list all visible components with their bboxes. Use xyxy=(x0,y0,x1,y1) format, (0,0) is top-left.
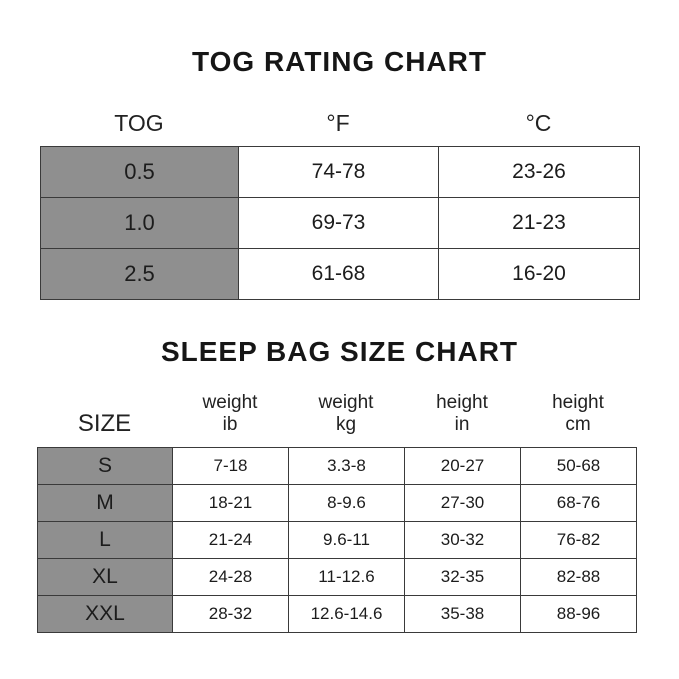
sleep-bag-size-table: S 7-18 3.3-8 20-27 50-68 M 18-21 8-9.6 2… xyxy=(37,447,637,633)
size-chart-title: SLEEP BAG SIZE CHART xyxy=(160,336,519,367)
height-in-cell: 20-27 xyxy=(404,447,521,485)
table-row: 0.5 74-78 23-26 xyxy=(40,146,640,198)
height-header-line2: in xyxy=(454,414,470,436)
size-column-header: SIZE xyxy=(37,411,172,436)
fahrenheit-range-cell: 74-78 xyxy=(238,146,439,198)
weight-kg-cell: 12.6-14.6 xyxy=(288,595,405,633)
height-cm-cell: 76-82 xyxy=(520,521,637,559)
weight-kg-cell: 3.3-8 xyxy=(288,447,405,485)
size-label-cell: XXL xyxy=(37,595,173,633)
height-in-cell: 32-35 xyxy=(404,558,521,596)
table-row: M 18-21 8-9.6 27-30 68-76 xyxy=(37,484,637,522)
height-in-cell: 27-30 xyxy=(404,484,521,522)
weight-kg-column-header: weight kg xyxy=(288,392,404,436)
celsius-column-header: °C xyxy=(525,109,552,136)
height-cm-cell: 82-88 xyxy=(520,558,637,596)
weight-header-line2: ib xyxy=(222,414,238,436)
table-row: 2.5 61-68 16-20 xyxy=(40,248,640,300)
weight-header-line2: kg xyxy=(335,414,357,436)
table-row: XL 24-28 11-12.6 32-35 82-88 xyxy=(37,558,637,596)
height-in-cell: 30-32 xyxy=(404,521,521,559)
weight-lb-cell: 28-32 xyxy=(172,595,289,633)
celsius-range-cell: 23-26 xyxy=(438,146,640,198)
weight-lb-column-header: weight ib xyxy=(172,392,288,436)
weight-lb-cell: 24-28 xyxy=(172,558,289,596)
height-cm-column-header: height cm xyxy=(520,392,636,436)
weight-kg-cell: 9.6-11 xyxy=(288,521,405,559)
height-cm-cell: 50-68 xyxy=(520,447,637,485)
table-row: L 21-24 9.6-11 30-32 76-82 xyxy=(37,521,637,559)
table-row: S 7-18 3.3-8 20-27 50-68 xyxy=(37,447,637,485)
celsius-range-cell: 16-20 xyxy=(438,248,640,300)
size-header-label: SIZE xyxy=(77,409,132,437)
height-header-line1: height xyxy=(552,392,604,414)
table-row: 1.0 69-73 21-23 xyxy=(40,197,640,249)
height-cm-cell: 88-96 xyxy=(520,595,637,633)
height-cm-cell: 68-76 xyxy=(520,484,637,522)
height-in-cell: 35-38 xyxy=(404,595,521,633)
size-label-cell: XL xyxy=(37,558,173,596)
height-in-column-header: height in xyxy=(404,392,520,436)
weight-header-line1: weight xyxy=(202,392,258,414)
tog-value-cell: 1.0 xyxy=(40,197,239,249)
celsius-range-cell: 21-23 xyxy=(438,197,640,249)
height-header-line1: height xyxy=(436,392,488,414)
size-label-cell: L xyxy=(37,521,173,559)
table-row: XXL 28-32 12.6-14.6 35-38 88-96 xyxy=(37,595,637,633)
size-label-cell: S xyxy=(37,447,173,485)
fahrenheit-column-header: °F xyxy=(326,109,350,136)
weight-kg-cell: 8-9.6 xyxy=(288,484,405,522)
weight-lb-cell: 7-18 xyxy=(172,447,289,485)
tog-value-cell: 2.5 xyxy=(40,248,239,300)
tog-chart-header-row: TOG °F °C xyxy=(40,104,639,142)
weight-lb-cell: 18-21 xyxy=(172,484,289,522)
height-header-line2: cm xyxy=(565,414,591,436)
weight-kg-cell: 11-12.6 xyxy=(288,558,405,596)
size-label-cell: M xyxy=(37,484,173,522)
weight-header-line1: weight xyxy=(318,392,374,414)
weight-lb-cell: 21-24 xyxy=(172,521,289,559)
fahrenheit-range-cell: 61-68 xyxy=(238,248,439,300)
size-chart-header-row: SIZE weight ib weight kg height in heigh… xyxy=(37,390,636,436)
tog-value-cell: 0.5 xyxy=(40,146,239,198)
tog-column-header: TOG xyxy=(114,109,164,136)
fahrenheit-range-cell: 69-73 xyxy=(238,197,439,249)
tog-rating-table: 0.5 74-78 23-26 1.0 69-73 21-23 2.5 61-6… xyxy=(40,146,640,300)
tog-chart-title: TOG RATING CHART xyxy=(192,46,487,77)
